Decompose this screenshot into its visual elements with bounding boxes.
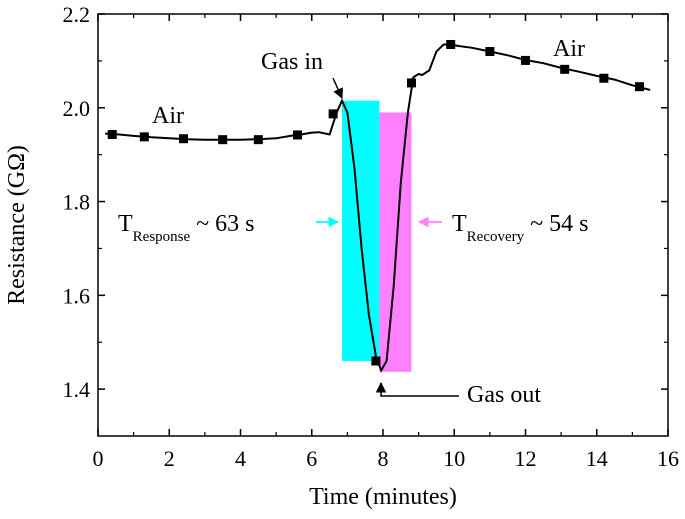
x-axis-title: Time (minutes) [309, 484, 457, 510]
x-tick-label: 10 [443, 446, 465, 471]
x-tick-label: 8 [378, 446, 389, 471]
y-tick-label: 2.2 [63, 2, 91, 27]
x-tick-label: 12 [515, 446, 537, 471]
data-point-marker [107, 130, 117, 140]
y-tick-label: 1.8 [63, 190, 91, 215]
data-point-marker [293, 130, 302, 140]
gas-out-arrow [375, 381, 459, 397]
data-point-marker [446, 39, 456, 49]
resistance-series-line [105, 43, 651, 373]
data-point-marker [485, 47, 495, 57]
x-tick-label: 0 [93, 446, 104, 471]
x-axis-ticks: 0 2 4 6 8 10 12 14 16 [93, 14, 679, 471]
x-tick-label: 6 [306, 446, 317, 471]
y-tick-label: 2.0 [63, 96, 91, 121]
data-point-marker [371, 356, 381, 366]
gas-in-label: Gas in [261, 49, 323, 75]
air-right-label: Air [553, 36, 585, 62]
x-tick-label: 4 [235, 446, 246, 471]
data-point-marker [139, 132, 149, 142]
x-tick-label: 2 [164, 446, 175, 471]
resistance-series-markers [107, 39, 644, 366]
air-left-label: Air [152, 103, 184, 129]
t-response-label: TResponse ~ 63 s [118, 211, 255, 245]
t-recovery-label: TRecovery ~ 54 s [452, 211, 588, 245]
data-point-marker [179, 134, 188, 144]
data-point-marker [521, 55, 530, 65]
y-axis-title: Resistance (GΩ) [4, 145, 30, 305]
data-point-marker [218, 135, 228, 145]
recovery-time-region [379, 112, 412, 372]
data-point-marker [635, 82, 644, 92]
data-point-marker [599, 73, 609, 83]
y-tick-label: 1.6 [63, 283, 91, 308]
y-axis-ticks: 1.4 1.6 1.8 2.0 2.2 [63, 2, 668, 402]
data-point-marker [407, 78, 416, 88]
data-point-marker [253, 135, 263, 145]
data-point-marker [560, 64, 570, 74]
data-point-marker [328, 109, 338, 119]
x-tick-label: 14 [586, 446, 608, 471]
y-tick-label: 1.4 [63, 377, 91, 402]
x-tick-label: 16 [657, 446, 679, 471]
gas-out-label: Gas out [467, 382, 541, 408]
gas-in-arrow [332, 77, 343, 99]
